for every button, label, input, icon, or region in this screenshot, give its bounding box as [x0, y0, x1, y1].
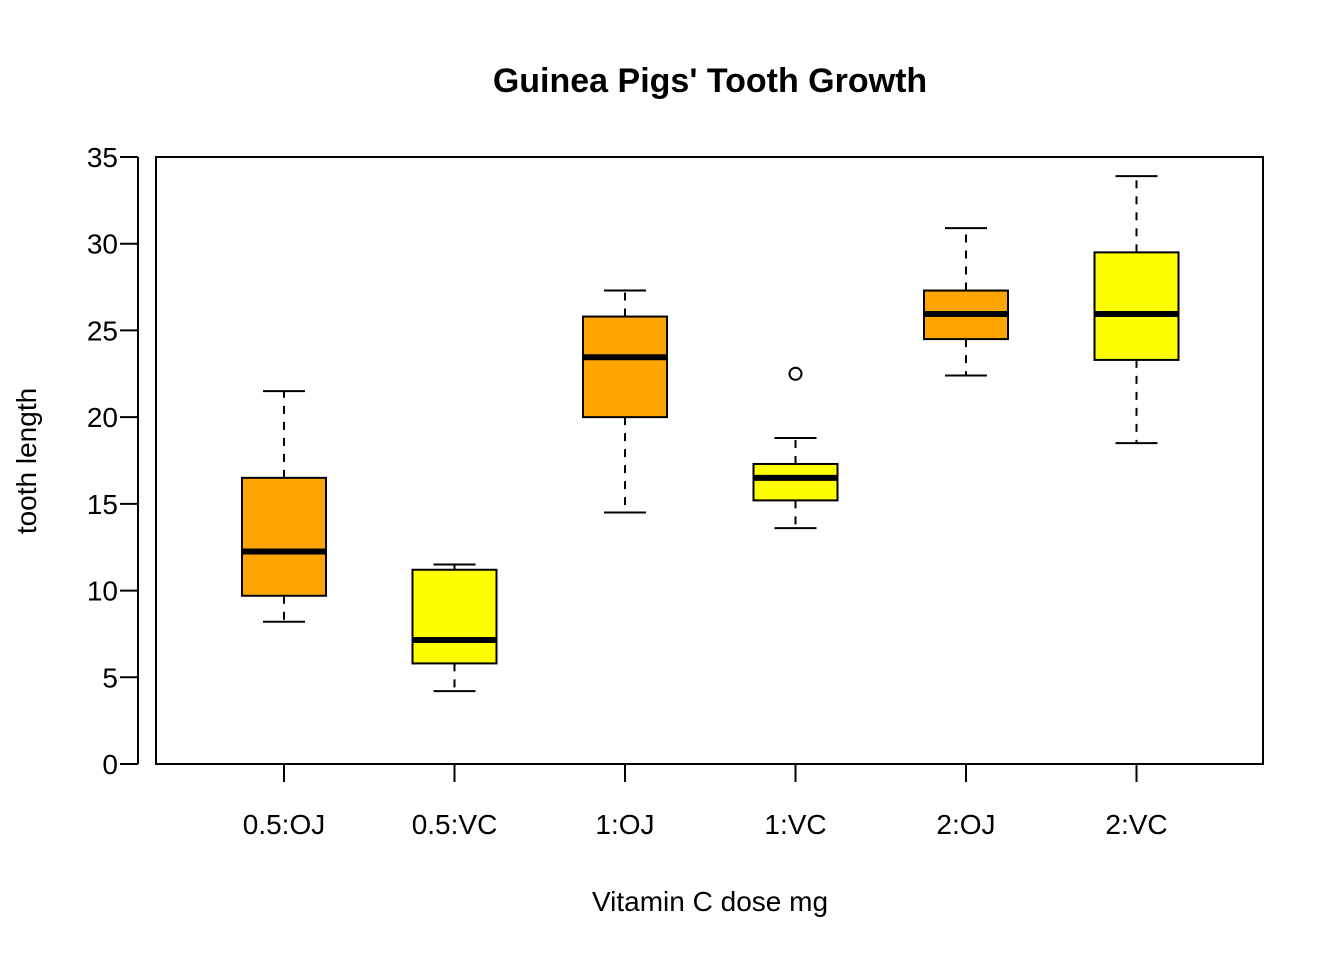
y-tick-label: 5	[102, 662, 118, 693]
y-tick-label: 0	[102, 749, 118, 780]
box-0-5-oj	[241, 390, 327, 623]
box-0-5-vc	[411, 563, 498, 693]
iqr-box	[411, 568, 498, 665]
y-tick-label: 10	[87, 576, 118, 607]
iqr-box	[582, 315, 668, 419]
box-1-oj	[582, 289, 668, 514]
x-tick-label: 1:VC	[764, 809, 826, 840]
iqr-box	[1093, 251, 1180, 361]
box-2-vc	[1093, 175, 1180, 445]
box-2-oj	[923, 227, 1009, 377]
chart-title: Guinea Pigs' Tooth Growth	[493, 62, 927, 100]
y-tick-label: 15	[87, 489, 118, 520]
y-axis: 0 5 10 15 20 25 30 35	[87, 142, 139, 780]
x-tick-label: 1:OJ	[595, 809, 654, 840]
box-1-vc	[752, 366, 839, 530]
y-tick-label: 25	[87, 315, 118, 346]
x-axis-title: Vitamin C dose mg	[592, 886, 828, 917]
y-tick-label: 35	[87, 142, 118, 173]
x-tick-label: 0.5:OJ	[243, 809, 325, 840]
x-tick-label: 0.5:VC	[412, 809, 498, 840]
iqr-box	[752, 462, 839, 502]
box-series	[241, 175, 1180, 693]
y-axis-title: tooth length	[11, 388, 42, 534]
outlier-point	[788, 366, 803, 381]
y-tick-label: 30	[87, 229, 118, 260]
x-tick-label: 2:VC	[1105, 809, 1167, 840]
y-tick-label: 20	[87, 402, 118, 433]
x-tick-label: 2:OJ	[936, 809, 995, 840]
plot-frame	[155, 156, 1264, 765]
iqr-box	[241, 476, 327, 597]
x-axis: 0.5:OJ 0.5:VC 1:OJ 1:VC 2:OJ 2:VC	[243, 763, 1168, 840]
